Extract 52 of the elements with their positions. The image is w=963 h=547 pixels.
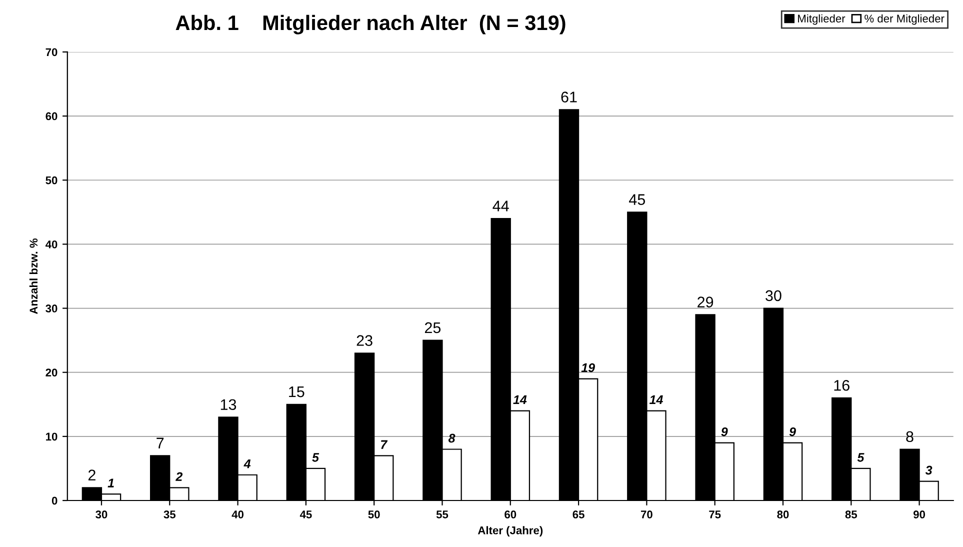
x-tick-label: 45	[300, 510, 312, 518]
x-tick-label: 65	[572, 510, 584, 518]
data-label: 7	[381, 440, 388, 449]
data-label: 44	[492, 200, 509, 212]
data-label: 5	[857, 453, 864, 462]
chart-title: Abb. 1 Mitglieder nach Alter (N = 319)	[176, 14, 566, 34]
x-tick-label: 75	[709, 510, 721, 518]
y-tick-label: 10	[46, 432, 58, 441]
y-tick-label: 30	[46, 304, 58, 312]
data-label: 3	[925, 466, 932, 475]
data-label: 29	[698, 296, 714, 308]
data-label: 13	[220, 399, 236, 410]
x-tick-label: 35	[164, 510, 176, 518]
data-label: 23	[356, 335, 372, 346]
x-tick-label: 60	[504, 510, 516, 518]
legend-label: % der Mitglieder	[864, 14, 944, 25]
data-label: 25	[424, 322, 441, 334]
data-label: 14	[649, 395, 663, 404]
legend-label: Mitglieder	[798, 14, 846, 25]
x-tick-label: 70	[640, 510, 652, 518]
data-label: 2	[176, 472, 183, 481]
y-tick-label: 0	[52, 496, 58, 505]
x-tick-label: 40	[232, 510, 244, 518]
data-label: 16	[834, 380, 850, 391]
data-label: 7	[156, 438, 164, 448]
data-label: 15	[289, 386, 304, 398]
data-label: 61	[561, 92, 577, 102]
x-tick-label: 50	[368, 510, 380, 518]
data-label: 1	[108, 478, 114, 488]
y-tick-label: 40	[46, 240, 58, 248]
data-label: 14	[513, 395, 527, 404]
x-tick-label: 90	[914, 510, 926, 518]
y-axis-title: Anzahl bzw. %	[29, 238, 38, 314]
x-tick-label: 55	[436, 510, 448, 518]
y-tick-label: 50	[46, 176, 58, 184]
data-label: 19	[581, 363, 595, 372]
data-label: 8	[448, 434, 456, 443]
x-tick-label: 30	[96, 510, 108, 518]
x-tick-label: 80	[777, 510, 789, 518]
y-tick-label: 20	[46, 368, 58, 376]
data-label: 4	[244, 460, 251, 468]
data-label: 9	[721, 427, 728, 436]
x-tick-label: 85	[845, 510, 858, 518]
y-tick-label: 60	[46, 112, 58, 120]
data-label: 45	[629, 194, 646, 205]
data-label: 8	[906, 431, 914, 442]
data-label: 9	[789, 427, 796, 436]
x-axis-title: Alter (Jahre)	[478, 526, 543, 536]
y-tick-label: 70	[46, 48, 58, 56]
data-label: 30	[766, 290, 782, 302]
data-label: 2	[88, 470, 96, 480]
data-label: 5	[312, 453, 320, 462]
